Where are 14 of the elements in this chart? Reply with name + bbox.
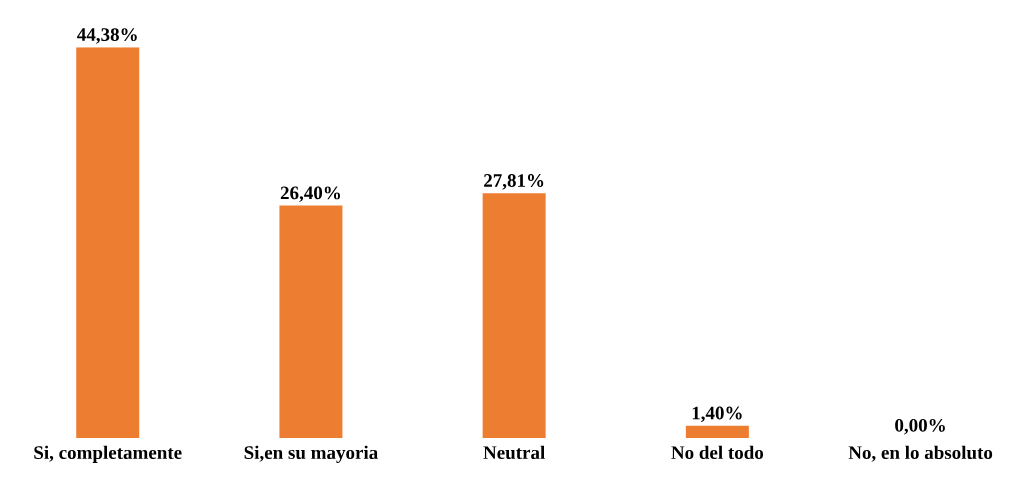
bar [482,193,546,438]
x-tick-label: Neutral [483,445,545,460]
data-label: 27,81% [484,174,544,190]
data-label: 1,40% [692,406,742,423]
x-tick-label: Si,en su mayoria [244,445,378,463]
x-tick-label: No del todo [671,445,764,460]
bar [279,205,343,438]
data-label: 44,38% [77,28,137,44]
x-tick-label: No, en lo absoluto [848,445,993,462]
bar [76,47,140,438]
bar [685,425,749,438]
data-label: 0,00% [895,418,945,435]
x-tick-label: Si, completamente [34,445,182,463]
data-label: 26,40% [280,186,341,203]
